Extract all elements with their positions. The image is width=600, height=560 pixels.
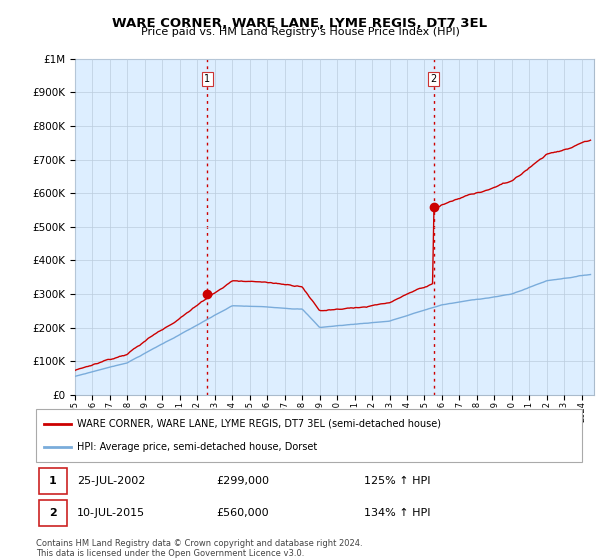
Text: 10-JUL-2015: 10-JUL-2015	[77, 508, 145, 518]
Text: WARE CORNER, WARE LANE, LYME REGIS, DT7 3EL: WARE CORNER, WARE LANE, LYME REGIS, DT7 …	[112, 17, 488, 30]
Text: 125% ↑ HPI: 125% ↑ HPI	[364, 476, 430, 486]
Text: 1: 1	[49, 476, 57, 486]
Bar	[39, 468, 67, 494]
Text: 2: 2	[49, 508, 57, 518]
Text: 25-JUL-2002: 25-JUL-2002	[77, 476, 145, 486]
Text: 2: 2	[431, 74, 437, 84]
Text: Contains HM Land Registry data © Crown copyright and database right 2024.
This d: Contains HM Land Registry data © Crown c…	[36, 539, 362, 558]
Bar	[39, 500, 67, 526]
Text: £299,000: £299,000	[216, 476, 269, 486]
Text: Price paid vs. HM Land Registry's House Price Index (HPI): Price paid vs. HM Land Registry's House …	[140, 27, 460, 37]
Text: 134% ↑ HPI: 134% ↑ HPI	[364, 508, 430, 518]
Text: £560,000: £560,000	[216, 508, 269, 518]
Text: 1: 1	[204, 74, 210, 84]
Text: HPI: Average price, semi-detached house, Dorset: HPI: Average price, semi-detached house,…	[77, 442, 317, 452]
Text: WARE CORNER, WARE LANE, LYME REGIS, DT7 3EL (semi-detached house): WARE CORNER, WARE LANE, LYME REGIS, DT7 …	[77, 419, 441, 429]
